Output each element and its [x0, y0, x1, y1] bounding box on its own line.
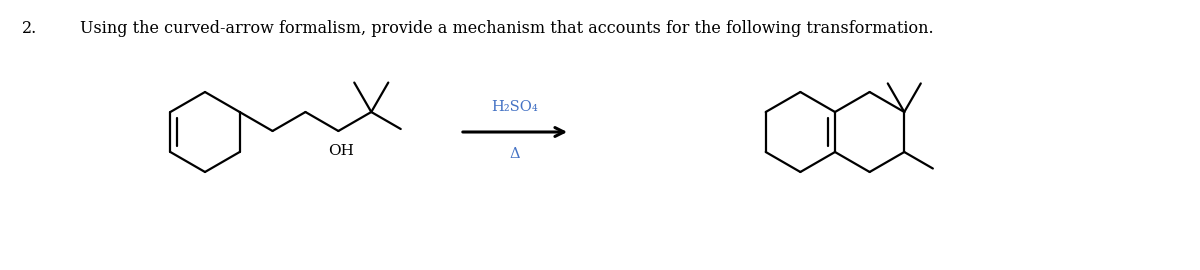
Text: Using the curved-arrow formalism, provide a mechanism that accounts for the foll: Using the curved-arrow formalism, provid…	[80, 20, 934, 37]
Text: H₂SO₄: H₂SO₄	[492, 100, 539, 114]
Text: Δ: Δ	[510, 147, 521, 161]
Text: OH: OH	[329, 144, 354, 158]
Text: 2.: 2.	[22, 20, 37, 37]
